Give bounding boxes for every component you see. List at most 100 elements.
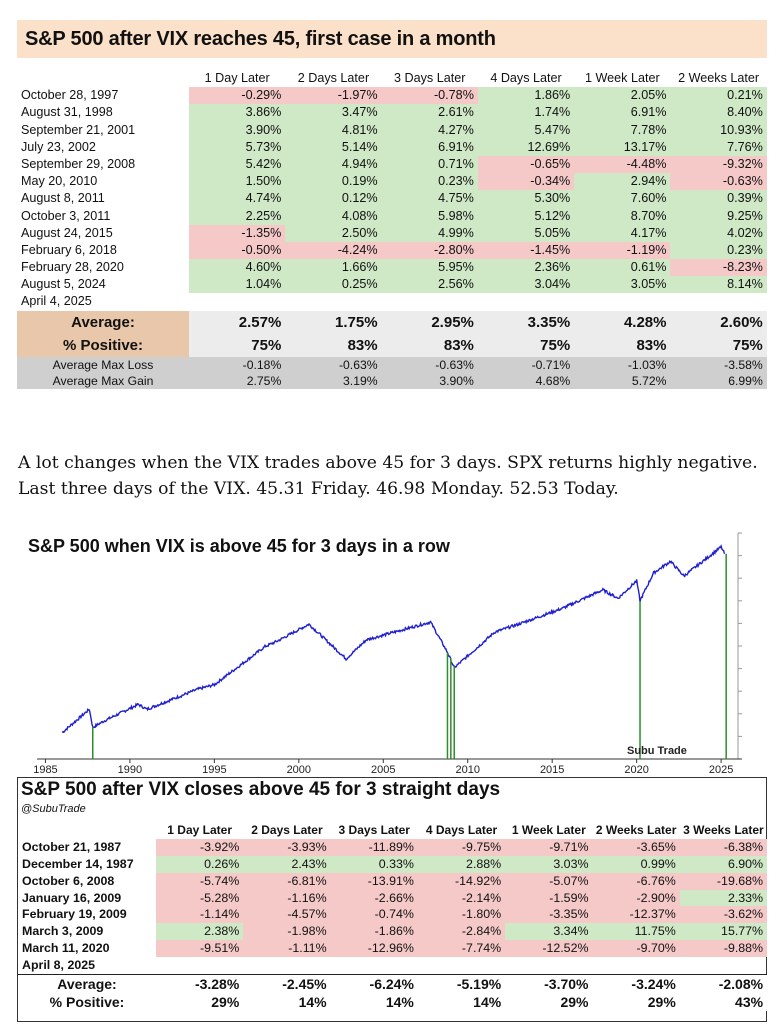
return-cell: -3.92% — [156, 838, 244, 856]
positive-value: 29% — [505, 993, 593, 1012]
average-value: -3.24% — [592, 975, 680, 994]
average-value: 4.28% — [574, 310, 671, 334]
return-cell: 5.47% — [477, 121, 575, 139]
average-value: -2.08% — [679, 975, 768, 994]
plot-area — [37, 533, 738, 759]
column-header — [18, 822, 156, 839]
return-cell: 5.12% — [477, 207, 575, 225]
column-header: 3 Days Later — [394, 71, 466, 85]
x-tick-label: 2010 — [455, 764, 479, 776]
row-date: February 6, 2018 — [21, 242, 117, 257]
column-header: 3 Weeks Later — [683, 823, 764, 837]
return-cell: 0.19% — [285, 173, 382, 191]
return-cell: -1.59% — [505, 889, 593, 907]
average-label: Average: — [17, 310, 189, 334]
column-header: 1 Day Later — [204, 71, 270, 85]
commentary-text: A lot changes when the VIX trades above … — [18, 453, 758, 499]
average-value: 3.35% — [477, 310, 575, 334]
average-value: -3.28% — [156, 975, 244, 994]
max-gain-value: 6.99% — [670, 372, 767, 389]
spx-chart: 1985 1990 1995 2000 2005 2010 2015 2020 2025 S&P … — [10, 515, 773, 777]
row-date: April 8, 2025 — [22, 958, 96, 973]
x-tick-label: 2015 — [540, 764, 564, 776]
return-cell: -11.89% — [330, 838, 418, 856]
return-cell: 5.42% — [189, 155, 286, 174]
average-value: -2.45% — [243, 975, 331, 994]
return-cell: 4.60% — [189, 259, 286, 277]
return-cell: 1.66% — [285, 259, 382, 277]
x-tick-label: 1990 — [118, 764, 142, 776]
return-cell: -9.75% — [417, 838, 506, 856]
row-date: March 3, 2009 — [22, 924, 104, 939]
return-cell: -5.28% — [156, 889, 244, 907]
return-cell: -6.76% — [592, 872, 680, 890]
return-cell: -3.35% — [505, 906, 593, 924]
return-cell: 1.74% — [477, 104, 575, 122]
return-cell: 4.02% — [670, 224, 767, 242]
return-cell: 2.25% — [189, 207, 286, 225]
row-date: April 4, 2025 — [21, 294, 92, 309]
row-date: October 28, 1997 — [21, 88, 119, 103]
x-tick-label: 1985 — [33, 764, 57, 776]
row-date: September 29, 2008 — [21, 156, 136, 171]
return-cell: -5.07% — [505, 872, 593, 890]
return-cell: -0.78% — [381, 87, 478, 105]
average-value: 1.75% — [285, 310, 382, 334]
return-cell — [382, 293, 478, 310]
return-cell: 0.71% — [381, 155, 478, 174]
return-cell: 6.91% — [381, 138, 478, 156]
return-cell: 5.14% — [285, 138, 382, 156]
return-cell: -1.14% — [156, 906, 244, 924]
return-cell: 7.76% — [670, 138, 767, 156]
max-gain-label: Average Max Gain — [17, 372, 189, 389]
return-cell: -9.51% — [156, 940, 244, 958]
return-cell: 6.91% — [574, 104, 671, 122]
return-cell: -9.70% — [592, 940, 680, 958]
row-date: May 20, 2010 — [21, 174, 98, 189]
return-cell: -3.62% — [679, 906, 768, 924]
positive-value: 29% — [156, 993, 244, 1012]
return-cell: -1.98% — [243, 923, 331, 941]
return-cell: 4.75% — [381, 190, 478, 208]
return-cell: -6.38% — [679, 838, 768, 856]
return-cell: 2.61% — [381, 104, 478, 122]
return-cell: 0.33% — [330, 855, 418, 873]
max-loss-value: -0.63% — [381, 356, 478, 373]
return-cell: 10.93% — [670, 121, 767, 139]
return-cell — [418, 957, 505, 974]
return-cell: 2.94% — [574, 173, 671, 191]
chart-watermark: Subu Trade — [627, 745, 687, 757]
return-cell: -8.23% — [670, 259, 767, 277]
return-cell: -0.74% — [330, 906, 418, 924]
return-cell: -1.86% — [330, 923, 418, 941]
max-loss-value: -0.71% — [477, 356, 575, 373]
return-cell: 4.08% — [285, 207, 382, 225]
row-date: August 24, 2015 — [21, 225, 113, 240]
column-header: 2 Weeks Later — [678, 71, 760, 85]
row-date: August 31, 1998 — [21, 105, 113, 120]
positive-label: % Positive: — [18, 993, 156, 1012]
column-header: 1 Week Later — [511, 823, 586, 837]
return-cell: -1.80% — [417, 906, 506, 924]
return-cell: 0.23% — [670, 241, 767, 260]
return-cell: -12.52% — [505, 940, 593, 958]
return-cell: 5.73% — [189, 138, 286, 156]
return-cell: 5.30% — [477, 190, 575, 208]
return-cell: 3.03% — [505, 855, 593, 873]
return-cell: 8.14% — [670, 276, 767, 294]
column-header: 4 Days Later — [490, 71, 562, 85]
return-cell: -13.91% — [330, 872, 418, 890]
max-gain-value: 4.68% — [477, 372, 575, 389]
return-cell: 2.05% — [574, 87, 671, 105]
return-cell: 2.33% — [679, 889, 768, 907]
return-cell: -12.37% — [592, 906, 680, 924]
max-gain-value: 3.90% — [381, 372, 478, 389]
column-header: 2 Days Later — [297, 71, 370, 85]
return-cell: 5.95% — [381, 259, 478, 277]
return-cell — [331, 957, 418, 974]
row-date: March 11, 2020 — [22, 941, 110, 956]
max-gain-value: 5.72% — [574, 372, 671, 389]
table-vix-45-first-case: S&P 500 after VIX reaches 45, first case… — [17, 20, 767, 396]
return-cell — [592, 957, 679, 974]
return-cell: 3.90% — [189, 121, 286, 139]
